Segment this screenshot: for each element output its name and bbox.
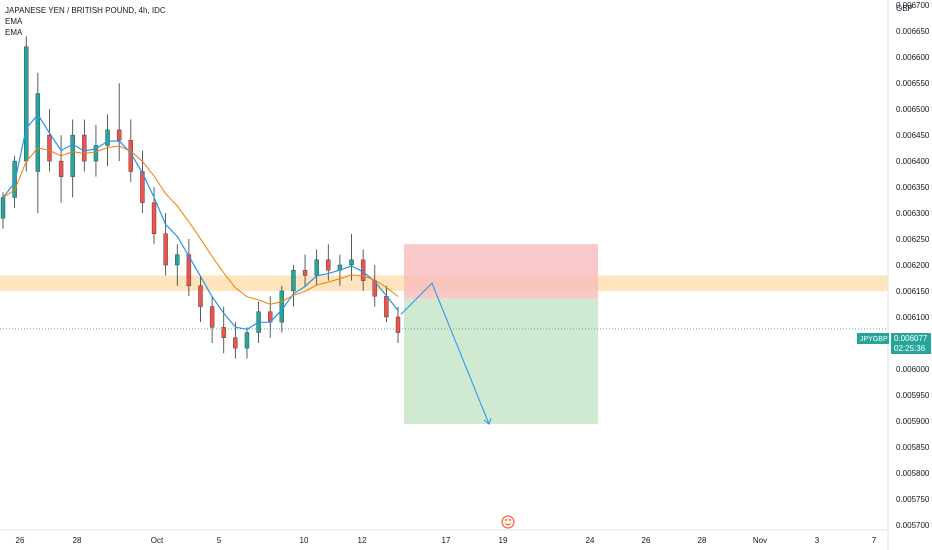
candle-body — [70, 134, 75, 177]
chart-title: JAPANESE YEN / BRITISH POUND, 4h, IDC — [5, 6, 166, 15]
candle-body — [0, 197, 6, 219]
candle-body — [384, 295, 389, 318]
price-tick-label: 0.005850 — [896, 443, 930, 452]
candle-body — [395, 316, 401, 333]
candle-body — [175, 254, 180, 266]
candle-body — [198, 285, 203, 307]
price-tick-label: 0.006000 — [896, 365, 930, 374]
symbol-tag — [857, 333, 889, 344]
price-axis[interactable]: 0.006700 0.006650 0.006600 0.006550 0.006500… — [896, 1, 930, 530]
stop-loss-box — [404, 244, 598, 299]
time-tick-label: 24 — [586, 536, 595, 545]
candle-body — [349, 259, 354, 266]
chart-legend: JAPANESE YEN / BRITISH POUND, 4h, IDC EM… — [5, 5, 166, 38]
time-tick-label: 26 — [16, 536, 25, 545]
candle-body — [326, 259, 331, 271]
price-tick-label: 0.006550 — [896, 79, 930, 88]
time-tick-label: 28 — [73, 536, 82, 545]
price-tick-label: 0.005950 — [896, 391, 930, 400]
take-profit-box — [404, 298, 598, 424]
candle-body — [244, 332, 250, 349]
symbol-label: JPYGBP — [860, 336, 888, 343]
candle-body — [314, 259, 319, 276]
price-tick-label: 0.006600 — [896, 53, 930, 62]
candle-body — [58, 160, 64, 177]
candle-body — [47, 134, 52, 162]
last-price-badge: JPYGBP 0.006077 02:25:36 — [857, 333, 931, 354]
price-tick-label: 0.006500 — [896, 105, 930, 114]
candle-body — [186, 254, 192, 286]
candle-body — [116, 129, 122, 141]
candle-body — [105, 129, 110, 146]
candle-body — [233, 337, 238, 349]
time-tick-label: 19 — [499, 536, 508, 545]
price-tick-label: 0.006400 — [896, 157, 930, 166]
countdown-label: 02:25:36 — [894, 344, 926, 353]
ema-fast-line — [2, 113, 399, 330]
price-tick-label: 0.006200 — [896, 261, 930, 270]
candle-body — [221, 327, 226, 338]
candle-body — [163, 233, 168, 266]
candle-body — [35, 93, 41, 172]
time-tick-label: Oct — [151, 536, 164, 545]
smiley-icon[interactable] — [501, 515, 515, 529]
last-price-label: 0.006077 — [894, 334, 928, 343]
time-tick-label: 12 — [358, 536, 367, 545]
price-tick-label: 0.006700 — [896, 1, 930, 10]
candle-body — [12, 160, 17, 198]
price-tick-label: 0.006450 — [896, 131, 930, 140]
time-tick-label: Nov — [753, 536, 767, 545]
price-tick-label: 0.005750 — [896, 495, 930, 504]
candle-body — [24, 46, 29, 162]
currency-unit-label: GBP — [896, 4, 913, 13]
time-tick-label: 10 — [300, 536, 309, 545]
time-axis[interactable]: 26 28 Oct 5 10 12 17 19 24 26 28 Nov 3 7 — [16, 536, 877, 545]
price-tick-label: 0.005800 — [896, 469, 930, 478]
price-tick-label: 0.006250 — [896, 235, 930, 244]
price-tick-label: 0.006100 — [896, 313, 930, 322]
candle-body — [302, 269, 308, 276]
candle-body — [291, 269, 296, 292]
indicator-ema-1: EMA — [5, 17, 23, 26]
time-tick-label: 28 — [698, 536, 707, 545]
indicator-ema-2: EMA — [5, 28, 23, 37]
price-tick-label: 0.006300 — [896, 209, 930, 218]
price-tick-label: 0.006150 — [896, 287, 930, 296]
time-tick-label: 3 — [815, 536, 820, 545]
time-tick-label: 5 — [217, 536, 222, 545]
price-tick-label: 0.005700 — [896, 521, 930, 530]
candle-body — [151, 202, 157, 235]
candle-body — [209, 306, 215, 328]
price-tick-label: 0.006650 — [896, 27, 930, 36]
candle-body — [140, 171, 145, 203]
candle-body — [82, 134, 87, 162]
projection-arrow — [400, 282, 490, 425]
projection-arrowhead — [483, 417, 492, 425]
time-tick-label: 7 — [872, 536, 877, 545]
price-tick-label: 0.005900 — [896, 417, 930, 426]
ema-slow-line — [2, 145, 399, 305]
price-tag — [891, 333, 931, 354]
candle-body — [360, 259, 366, 281]
plot-area[interactable] — [0, 36, 888, 425]
price-tick-label: 0.006350 — [896, 183, 930, 192]
time-tick-label: 17 — [442, 536, 451, 545]
time-tick-label: 26 — [642, 536, 651, 545]
candle-body — [279, 290, 285, 323]
candle-body — [93, 145, 99, 162]
